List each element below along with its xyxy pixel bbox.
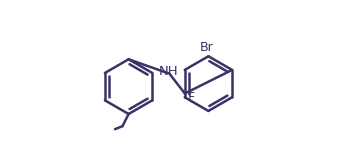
Text: NH: NH — [158, 65, 178, 78]
Text: F: F — [188, 91, 195, 104]
Text: Br: Br — [200, 41, 214, 54]
